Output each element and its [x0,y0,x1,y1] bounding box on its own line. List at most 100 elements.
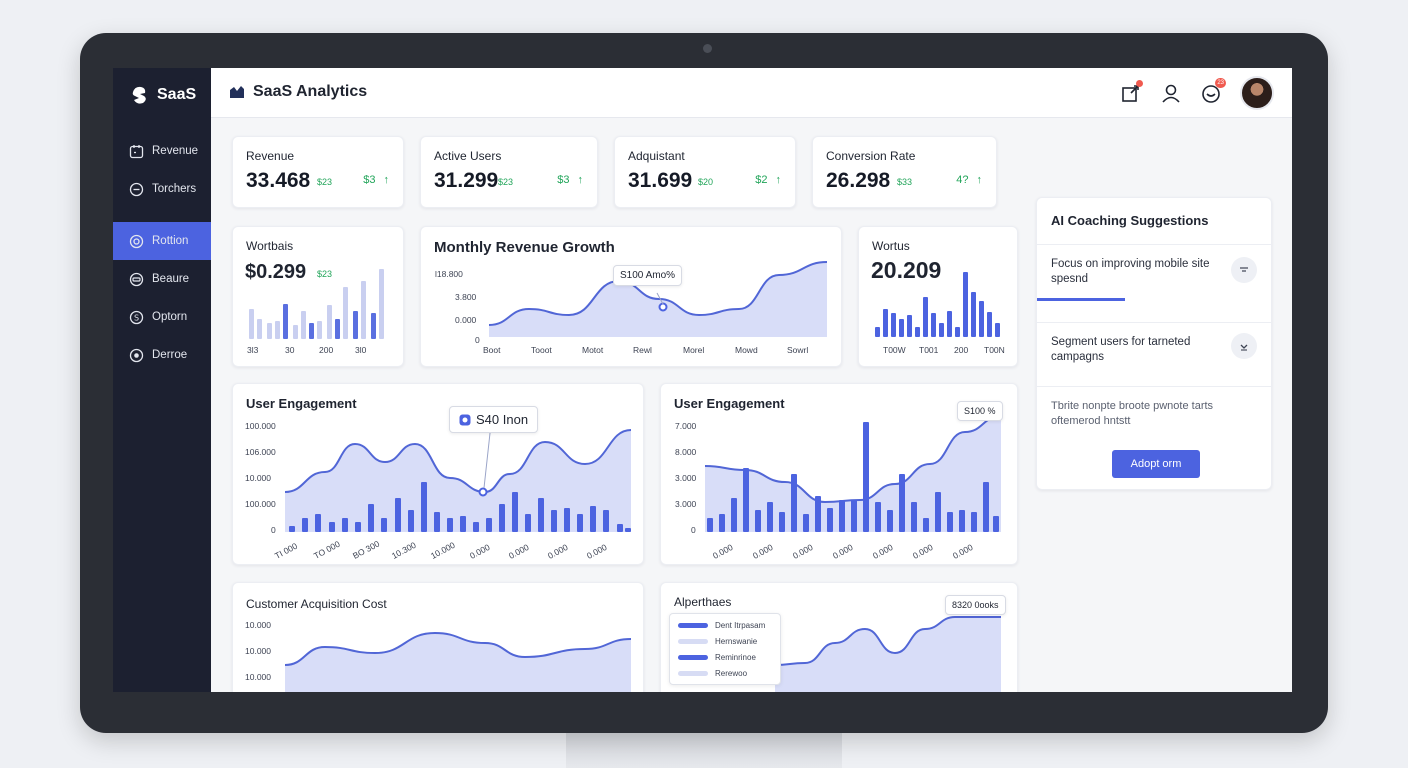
bar [447,518,453,532]
x-tick-label: 3l0 [355,345,367,355]
bar [971,292,976,337]
card-title: Wortus [872,239,910,253]
bar [329,522,335,532]
circle-minus-icon [129,182,144,196]
engagement-area-line [704,415,1002,504]
bar [923,518,929,532]
suggestion-item[interactable]: Focus on improving mobile site spesnd [1037,244,1271,301]
sidebar-item-rottion[interactable]: Rottion [113,222,211,260]
arrow-up-icon: ↑ [577,174,584,186]
kpi-subvalue: $23 [498,177,514,187]
y-tick-label: 0 [271,525,276,535]
chat-icon [1202,85,1220,103]
y-tick-label: 10.000 [245,672,271,682]
bar [353,311,358,339]
kpi-subvalue: $23 [317,177,333,187]
bar [971,512,977,532]
x-tick-label: Morel [683,345,705,355]
x-tick-label: T00W [883,345,906,355]
bar [625,528,631,532]
kpi-value: 31.299 [434,169,499,192]
bar [931,313,936,337]
adopt-button[interactable]: Adopt orm [1112,450,1200,478]
y-tick-label: l18.800 [435,269,463,279]
x-tick-label: 0.000 [585,542,609,561]
y-tick-label: 3.000 [675,499,697,509]
profile-button[interactable] [1160,82,1182,104]
alperthaes-area-line [774,616,1001,666]
y-tick-label: 10.000 [245,620,271,630]
wortus-bar-chart [875,272,1000,337]
legend-item: Hernswanie [670,633,780,649]
chart-tooltip: S100 Amo% [613,265,683,286]
x-tick-label: 0.000 [507,542,531,561]
minus-circle-icon [129,272,144,286]
suggestion-item[interactable]: Segment users for tarneted campagns [1037,322,1271,386]
bar [499,504,505,532]
x-tick-label: 0.000 [546,542,570,561]
share-button[interactable] [1120,80,1143,104]
webcam [703,44,712,53]
suggestion-item[interactable]: Tbrite nonpte broote pwnote tarts ofteme… [1037,386,1271,442]
bar [803,514,809,532]
alperthaes-area-chart [774,616,1001,692]
y-tick-label: 10.000 [245,473,271,483]
bar [577,514,583,532]
brand[interactable]: SaaS [129,84,196,106]
bar [368,504,374,532]
bar [361,281,366,339]
bar [955,327,960,337]
sidebar-item-optorn[interactable]: S Optorn [113,298,211,336]
bar [743,468,749,532]
bar [959,510,965,532]
bar [707,518,713,532]
x-tick-label: 200 [319,345,334,355]
brand-name: SaaS [157,86,197,103]
sidebar-item-label: Torchers [152,183,197,195]
sidebar-item-derroe[interactable]: Derroe [113,336,211,374]
bar [767,502,773,532]
x-tick-label: Motot [582,345,604,355]
x-tick-label: Tooot [531,345,552,355]
sidebar-item-beaure[interactable]: Beaure [113,260,211,298]
x-tick-label: 0.000 [871,542,895,561]
bar [525,514,531,532]
kpi-subvalue: $33 [897,177,913,187]
y-tick-label: 8.000 [675,447,697,457]
sidebar-item-label: Beaure [152,273,190,285]
legend-swatch [678,622,708,628]
bar [839,500,845,532]
chat-badge: 23 [1215,78,1226,88]
bar [883,309,888,337]
sidebar-item-revenue[interactable]: Revenue [113,132,211,170]
bar [899,319,904,337]
page-title-text: SaaS Analytics [253,83,368,100]
x-tick-label: T00N [984,345,1005,355]
sidebar-item-torchers[interactable]: Torchers [113,170,211,208]
avatar[interactable] [1240,76,1274,110]
bar [979,301,984,337]
cac-area-chart [284,631,632,692]
y-tick-label: 10.000 [245,646,271,656]
bar [983,482,989,532]
bar [935,492,941,532]
kpi-delta-value: $2 [755,174,768,186]
x-tick-label: 0.000 [711,542,735,561]
tooltip-connector [483,423,492,489]
x-tick-label: Boot [483,345,501,355]
legend-label: Reminrinoe [715,652,756,662]
y-tick-label: 100.000 [245,421,276,431]
legend-swatch [678,638,708,644]
suggestion-action-button[interactable] [1231,257,1257,283]
bar [355,522,361,532]
tooltip-text: S40 Inon [476,412,529,427]
bar [342,518,348,532]
engagement-area-fill [705,416,1001,532]
chat-button[interactable]: 23 [1200,78,1226,104]
sidebar-nav: Revenue Torchers Rottion Beaure S Optorn [113,132,211,374]
suggestion-expand-button[interactable] [1231,333,1257,359]
card-title: Alperthaes [674,595,732,609]
bar [755,510,761,532]
user-icon [1162,84,1180,103]
arrow-up-icon: ↑ [976,174,983,186]
